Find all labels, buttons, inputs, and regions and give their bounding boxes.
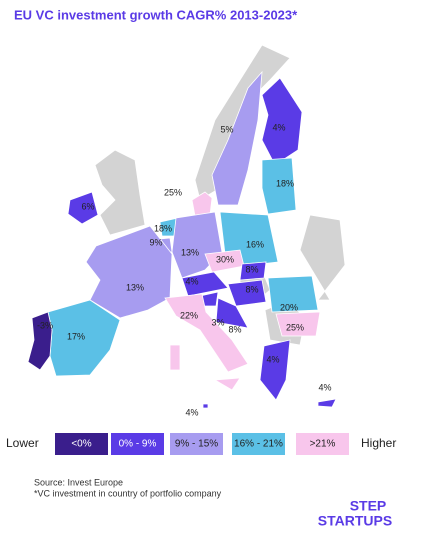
map-label: 4% (185, 276, 198, 286)
country (85, 225, 173, 319)
country (299, 214, 346, 301)
country (317, 398, 337, 408)
map-label: 25% (164, 187, 182, 197)
map-label: 25% (286, 322, 304, 332)
legend-swatch (55, 433, 108, 455)
legend-swatch (232, 433, 285, 455)
map-label: 30% (216, 254, 234, 264)
country (181, 271, 229, 297)
map-label: 4% (266, 354, 279, 364)
map-label: 6% (81, 201, 94, 211)
map-label: 3% (211, 317, 224, 327)
map-label: 4% (185, 407, 198, 417)
map: 5% 4% 18% 25% 6% 18% 9% 13% 16% 30% 4% 8% 8% 3% 8% 13% 2… (27, 44, 346, 417)
country (215, 297, 249, 329)
legend-swatch (296, 433, 349, 455)
country (94, 149, 146, 236)
country (267, 275, 319, 313)
map-label: 13% (126, 282, 144, 292)
legend-label: 9% - 15% (175, 439, 218, 450)
title: EU VC investment growth CAGR% 2013-2023* (14, 7, 298, 22)
country (227, 279, 267, 307)
country (202, 403, 209, 409)
country (211, 70, 263, 206)
map-label: 16% (246, 239, 264, 249)
country (169, 344, 181, 371)
country (213, 377, 241, 391)
legend-low: Lower (6, 436, 39, 450)
map-label: 18% (276, 178, 294, 188)
map-label: 13% (181, 247, 199, 257)
country (164, 293, 249, 373)
country (27, 311, 53, 371)
legend-label: 0% - 9% (119, 439, 157, 450)
map-label: 4% (272, 122, 285, 132)
country (259, 339, 291, 401)
country (261, 157, 297, 215)
country (67, 191, 99, 225)
legend: Lower Higher <0% 0% - 9% 9% - 15% 16% - 21% >2… (6, 433, 396, 455)
legend-swatch (170, 433, 223, 455)
logo: STARTUPS (318, 513, 392, 529)
map-label: 18% (154, 223, 172, 233)
map-label: 8% (245, 284, 258, 294)
legend-high: Higher (361, 436, 396, 450)
legend-label: >21% (310, 439, 336, 450)
map-label: 8% (228, 324, 241, 334)
map-label: 20% (280, 302, 298, 312)
source: Source: Invest Europe (34, 477, 123, 487)
map-label: 5% (220, 124, 233, 134)
map-label: 22% (180, 310, 198, 320)
country (275, 311, 321, 337)
map-label: -3% (37, 320, 53, 330)
map-label: 9% (149, 237, 162, 247)
country (239, 261, 267, 281)
legend-label: 16% - 21% (234, 439, 283, 450)
footnote: *VC investment in country of portfolio c… (34, 488, 222, 498)
logo: STEP (350, 498, 387, 514)
legend-swatch (111, 433, 164, 455)
country (261, 77, 303, 166)
map-label: 4% (318, 382, 331, 392)
country (191, 191, 213, 217)
map-label: 17% (67, 331, 85, 341)
legend-label: <0% (71, 439, 91, 450)
map-label: 8% (245, 264, 258, 274)
